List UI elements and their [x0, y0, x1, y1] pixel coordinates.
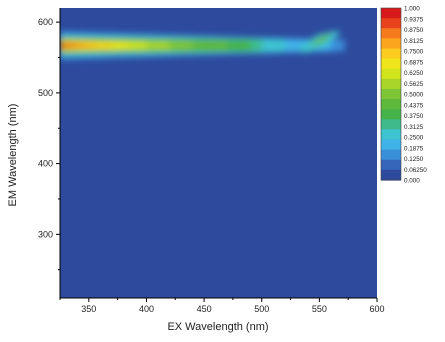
colorbar-label: 0.9375 — [404, 16, 424, 23]
colorbar-label: 0.7500 — [404, 49, 424, 56]
colorbar-swatch — [381, 109, 401, 120]
colorbar-swatch — [381, 129, 401, 141]
colorbar-swatch — [381, 68, 401, 80]
intensity-lobe — [307, 33, 334, 47]
x-tick-label: 450 — [197, 304, 212, 314]
intensity-field — [60, 30, 345, 60]
colorbar-label: 0.5000 — [404, 92, 424, 99]
colorbar-label: 0.6250 — [404, 70, 424, 77]
x-tick-label: 400 — [139, 304, 154, 314]
colorbar-label: 0.3750 — [404, 113, 424, 120]
colorbar-swatch — [381, 48, 401, 60]
y-tick-label: 600 — [38, 17, 53, 27]
colorbar-swatch — [381, 159, 401, 171]
colorbar-swatch — [381, 8, 401, 19]
x-axis-ticks: 350 400 450 500 550 600 — [59, 298, 385, 314]
intensity-band — [60, 43, 69, 48]
y-tick-label: 500 — [38, 88, 53, 98]
colorbar-swatch — [381, 78, 401, 90]
colorbar-label: 0.000 — [404, 178, 420, 185]
colorbar-frame — [380, 7, 402, 181]
colorbar-swatch — [381, 169, 401, 181]
colorbar-label: 0.6875 — [404, 59, 424, 66]
colorbar — [380, 7, 402, 181]
colorbar-label: 0.06250 — [404, 167, 427, 174]
colorbar-swatch — [381, 88, 401, 100]
colorbar-swatch — [381, 58, 401, 70]
colorbar-label: 0.5625 — [404, 81, 424, 88]
colorbar-label: 0.8125 — [404, 38, 424, 45]
colorbar-swatch — [381, 139, 401, 151]
colorbar-swatch — [381, 28, 401, 39]
x-tick-label: 350 — [81, 304, 96, 314]
x-tick-label: 550 — [312, 304, 327, 314]
y-tick-label: 300 — [38, 229, 53, 239]
colorbar-swatch — [381, 18, 401, 29]
y-axis-ticks: 300 400 500 600 — [38, 17, 60, 271]
colorbar-swatch — [381, 119, 401, 131]
colorbar-label: 0.3125 — [404, 124, 424, 131]
colorbar-swatch — [381, 149, 401, 161]
colorbar-label: 0.1250 — [404, 156, 424, 163]
y-axis-label: EM Wavelength (nm) — [7, 104, 19, 207]
colorbar-label: 0.4375 — [404, 102, 424, 109]
colorbar-label: 0.2500 — [404, 135, 424, 142]
y-tick-label: 400 — [38, 159, 53, 169]
colorbar-label: 0.8750 — [404, 27, 424, 34]
colorbar-swatch — [381, 38, 401, 50]
colorbar-label: 1.000 — [404, 6, 420, 13]
x-axis-label: EX Wavelength (nm) — [167, 321, 268, 333]
x-tick-label: 500 — [254, 304, 269, 314]
x-tick-label: 600 — [369, 304, 384, 314]
colorbar-labels: 1.000 0.9375 0.8750 0.8125 0.7500 0.6875 0.625… — [404, 6, 427, 185]
colorbar-label: 0.1875 — [404, 145, 424, 152]
colorbar-swatch — [381, 99, 401, 110]
